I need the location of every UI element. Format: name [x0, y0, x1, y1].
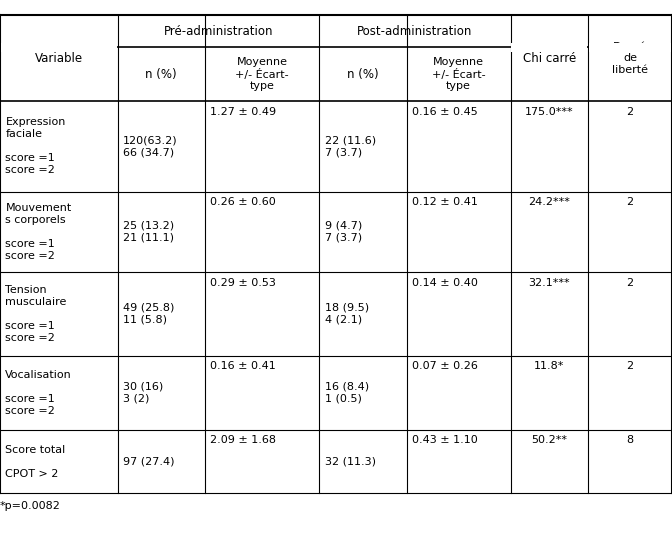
Text: 120(63.2)
66 (34.7): 120(63.2) 66 (34.7)	[123, 136, 177, 157]
Text: 49 (25.8)
11 (5.8): 49 (25.8) 11 (5.8)	[123, 303, 174, 325]
Text: 1.27 ± 0.49: 1.27 ± 0.49	[210, 107, 276, 117]
Text: Score total

CPOT > 2: Score total CPOT > 2	[5, 444, 66, 479]
Text: 2.09 ± 1.68: 2.09 ± 1.68	[210, 435, 276, 445]
Text: 16 (8.4)
1 (0.5): 16 (8.4) 1 (0.5)	[325, 382, 369, 404]
Text: 0.43 ± 1.10: 0.43 ± 1.10	[412, 435, 478, 445]
Text: Mouvement
s corporels

score =1
score =2: Mouvement s corporels score =1 score =2	[5, 203, 72, 261]
Text: Vocalisation

score =1
score =2: Vocalisation score =1 score =2	[5, 370, 72, 416]
Text: 11.8*: 11.8*	[534, 361, 564, 371]
Text: 175.0***: 175.0***	[525, 107, 574, 117]
Text: 0.14 ± 0.40: 0.14 ± 0.40	[412, 278, 478, 288]
Text: n (%): n (%)	[347, 68, 379, 81]
Bar	[1, 43, 117, 52]
Text: 2: 2	[626, 107, 634, 117]
Text: 0.07 ± 0.26: 0.07 ± 0.26	[412, 361, 478, 371]
Text: 18 (9.5)
4 (2.1): 18 (9.5) 4 (2.1)	[325, 303, 369, 325]
Text: 2: 2	[626, 197, 634, 207]
Text: Expression
faciale

score =1
score =2: Expression faciale score =1 score =2	[5, 117, 66, 175]
Text: Moyenne
+/- Écart-
type: Moyenne +/- Écart- type	[235, 57, 289, 91]
Text: n (%): n (%)	[145, 68, 177, 81]
Text: Post-administration: Post-administration	[358, 25, 472, 38]
Bar	[589, 43, 671, 52]
Text: 0.16 ± 0.45: 0.16 ± 0.45	[412, 107, 478, 117]
Text: 0.12 ± 0.41: 0.12 ± 0.41	[412, 197, 478, 207]
Text: 30 (16)
3 (2): 30 (16) 3 (2)	[123, 382, 163, 404]
Text: Moyenne
+/- Écart-
type: Moyenne +/- Écart- type	[432, 57, 485, 91]
Text: 50.2**: 50.2**	[532, 435, 567, 445]
Text: Variable: Variable	[35, 52, 83, 65]
Text: Pré-administration: Pré-administration	[164, 25, 273, 38]
Bar	[511, 43, 587, 52]
Text: 2: 2	[626, 361, 634, 371]
Text: 0.26 ± 0.60: 0.26 ± 0.60	[210, 197, 276, 207]
Text: Chi carré: Chi carré	[523, 52, 576, 65]
Text: 22 (11.6)
7 (3.7): 22 (11.6) 7 (3.7)	[325, 136, 376, 157]
Text: 8: 8	[626, 435, 634, 445]
Text: 9 (4.7)
7 (3.7): 9 (4.7) 7 (3.7)	[325, 221, 362, 243]
Text: 24.2***: 24.2***	[528, 197, 571, 207]
Text: 97 (27.4): 97 (27.4)	[123, 457, 175, 466]
Text: *p=0.0082: *p=0.0082	[0, 501, 61, 512]
Text: 32 (11.3): 32 (11.3)	[325, 457, 376, 466]
Text: 2: 2	[626, 278, 634, 288]
Text: 0.29 ± 0.53: 0.29 ± 0.53	[210, 278, 276, 288]
Text: 32.1***: 32.1***	[529, 278, 570, 288]
Text: 0.16 ± 0.41: 0.16 ± 0.41	[210, 361, 276, 371]
Text: Tension
musculaire

score =1
score =2: Tension musculaire score =1 score =2	[5, 285, 67, 343]
Text: 25 (13.2)
21 (11.1): 25 (13.2) 21 (11.1)	[123, 221, 174, 243]
Text: Degré
de
liberté: Degré de liberté	[612, 41, 648, 75]
